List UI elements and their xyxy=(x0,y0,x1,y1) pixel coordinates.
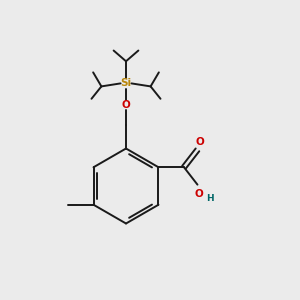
Text: H: H xyxy=(206,194,214,203)
Text: O: O xyxy=(195,137,204,147)
Text: Si: Si xyxy=(120,78,132,88)
Text: O: O xyxy=(195,189,203,199)
Text: O: O xyxy=(122,100,130,110)
